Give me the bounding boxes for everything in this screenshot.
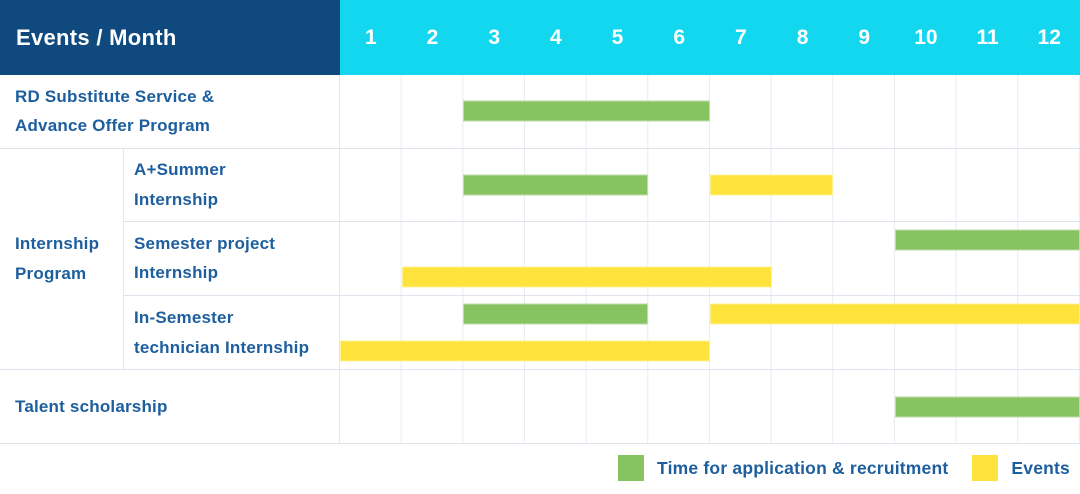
gantt-bar-yellow	[340, 340, 710, 362]
legend: Time for application & recruitment Event…	[618, 448, 1070, 488]
gantt-bar-line	[340, 370, 1080, 443]
row-label-line: Advance Offer Program	[15, 116, 211, 136]
gantt-chart-cell	[340, 295, 1080, 370]
gantt-sub-row: In-Semester technician Internship	[124, 295, 1080, 370]
row-label-cell: RD Substitute Service & Advance Offer Pro…	[0, 75, 340, 148]
gantt-bar-green	[895, 229, 1080, 251]
gantt-row: RD Substitute Service & Advance Offer Pro…	[0, 75, 1080, 149]
row-label-line: Internship	[134, 189, 219, 209]
sub-row-label-cell: In-Semester technician Internship	[124, 295, 340, 370]
legend-swatch-yellow	[972, 455, 999, 481]
month-header-cell: 7	[735, 25, 747, 49]
row-label-line: Internship	[15, 234, 100, 254]
gantt-bar-line	[340, 258, 1080, 294]
gantt-chart-cell	[340, 370, 1080, 443]
group-children: A+Summer Internship Semester project Intern…	[124, 148, 1080, 370]
legend-label-events: Events	[1011, 457, 1070, 478]
page-title: Events / Month	[16, 24, 177, 50]
month-header-cell: 4	[550, 25, 562, 49]
gantt-bar-line	[340, 333, 1080, 370]
gantt-bar-green	[895, 396, 1080, 418]
gantt-sub-row: Semester project Internship	[124, 222, 1080, 296]
gantt-bar-yellow	[710, 174, 834, 196]
legend-item-events: Events	[972, 455, 1070, 481]
row-label-line: Semester project	[134, 233, 276, 253]
gantt-bar-yellow	[710, 303, 1080, 325]
gantt-bar-green	[463, 174, 649, 196]
row-label-line: Talent scholarship	[15, 396, 168, 416]
sub-row-label-cell: Semester project Internship	[124, 222, 340, 295]
month-header-cell: 2	[426, 25, 439, 49]
gantt-chart-cell	[340, 222, 1080, 295]
row-label-line: Program	[15, 263, 87, 283]
legend-label-application: Time for application & recruitment	[657, 457, 949, 478]
gantt-chart-cell	[340, 148, 1080, 222]
gantt-bar-line	[340, 296, 1080, 333]
gantt-bar-line	[340, 75, 1080, 148]
sub-row-label-cell: A+Summer Internship	[124, 148, 340, 222]
gantt-bar-green	[463, 303, 649, 325]
row-label-line: Internship	[134, 263, 219, 283]
row-label-cell: Talent scholarship	[0, 370, 340, 443]
month-header-cell: 3	[488, 25, 501, 49]
legend-item-application: Time for application & recruitment	[618, 455, 948, 481]
gantt-row: Talent scholarship	[0, 370, 1080, 444]
month-header-cell: 11	[976, 25, 999, 49]
gantt-sub-row: A+Summer Internship	[124, 148, 1080, 223]
month-header-cell: 6	[673, 25, 686, 49]
month-header-cell: 9	[858, 25, 871, 49]
row-label-line: In-Semester	[134, 307, 234, 327]
gantt-bar-line	[340, 149, 1080, 222]
gantt-bar-green	[463, 100, 710, 122]
month-header-cell: 12	[1037, 25, 1061, 49]
gantt-row-group: Internship Program A+Summer Internship Semes…	[0, 148, 1080, 371]
legend-swatch-green	[618, 455, 645, 481]
group-label-cell: Internship Program	[0, 148, 124, 370]
gantt-bar-line	[340, 222, 1080, 258]
gantt-bar-yellow	[401, 266, 772, 288]
month-header-cell: 1	[364, 25, 377, 49]
month-header-cell: 10	[914, 25, 938, 49]
gantt-chart-cell	[340, 75, 1080, 148]
gantt-table-body: RD Substitute Service & Advance Offer Pro…	[0, 75, 1080, 444]
month-header-cell: 5	[611, 25, 624, 49]
row-label-line: A+Summer	[134, 160, 226, 180]
row-label-line: technician Internship	[134, 337, 310, 357]
row-label-line: RD Substitute Service &	[15, 86, 215, 106]
table-header-row: Events / Month 1 2 3 4 5 6 7 8 9 10 11 12	[0, 0, 1080, 75]
month-header-strip: 1 2 3 4 5 6 7 8 9 10 11 12	[340, 0, 1080, 75]
header-title-cell: Events / Month	[0, 0, 340, 75]
month-header-cell: 8	[796, 25, 809, 49]
